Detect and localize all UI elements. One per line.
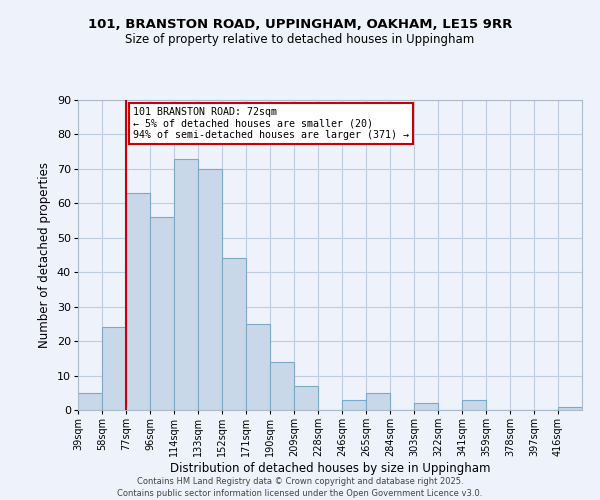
Bar [414,403,438,410]
Bar [150,217,174,410]
Bar [462,400,486,410]
Text: Size of property relative to detached houses in Uppingham: Size of property relative to detached ho… [125,32,475,46]
Bar [126,193,150,410]
Text: Contains HM Land Registry data © Crown copyright and database right 2025.
Contai: Contains HM Land Registry data © Crown c… [118,476,482,498]
Bar [222,258,246,410]
Bar [366,393,390,410]
Bar [174,158,198,410]
X-axis label: Distribution of detached houses by size in Uppingham: Distribution of detached houses by size … [170,462,490,475]
Text: 101, BRANSTON ROAD, UPPINGHAM, OAKHAM, LE15 9RR: 101, BRANSTON ROAD, UPPINGHAM, OAKHAM, L… [88,18,512,30]
Bar [342,400,366,410]
Bar [270,362,294,410]
Text: 101 BRANSTON ROAD: 72sqm
← 5% of detached houses are smaller (20)
94% of semi-de: 101 BRANSTON ROAD: 72sqm ← 5% of detache… [133,107,409,140]
Bar [558,406,582,410]
Bar [246,324,270,410]
Bar [102,328,126,410]
Bar [78,393,102,410]
Bar [294,386,318,410]
Bar [198,169,222,410]
Y-axis label: Number of detached properties: Number of detached properties [38,162,52,348]
